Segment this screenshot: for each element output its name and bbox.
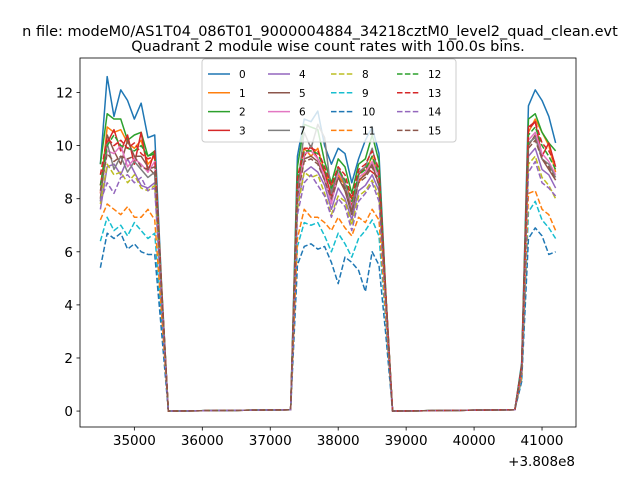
legend-label-12: 12 (428, 69, 441, 81)
x-tick-label-37000: 37000 (249, 433, 292, 449)
legend-label-0: 0 (239, 69, 246, 81)
y-tick-label-12: 12 (56, 86, 73, 102)
legend-frame (201, 58, 457, 143)
y-tick-label-0: 0 (64, 404, 73, 420)
legend-label-2: 2 (239, 107, 246, 119)
legend-label-3: 3 (239, 125, 246, 137)
series-line-15 (99, 139, 557, 412)
series-line-13 (99, 120, 557, 412)
y-tick-label-4: 4 (64, 298, 73, 314)
legend-label-9: 9 (362, 88, 369, 100)
legend-label-4: 4 (299, 69, 306, 81)
x-tick-label-36000: 36000 (181, 433, 224, 449)
legend-label-11: 11 (362, 125, 375, 137)
x-tick-label-41000: 41000 (521, 433, 564, 449)
series-line-11 (99, 189, 557, 412)
legend-label-15: 15 (428, 125, 441, 137)
x-tick-label-35000: 35000 (113, 433, 156, 449)
legend-label-8: 8 (362, 69, 369, 81)
legend-label-6: 6 (299, 107, 306, 119)
legend-label-13: 13 (428, 88, 441, 100)
y-tick-label-10: 10 (56, 139, 73, 155)
x-tick-label-38000: 38000 (317, 433, 360, 449)
x-tick-label-39000: 39000 (385, 433, 428, 449)
legend-label-10: 10 (362, 107, 375, 119)
y-tick-label-6: 6 (64, 245, 73, 261)
suptitle: n file: modeM0/AS1T04_086T01_9000004884_… (22, 24, 618, 40)
legend-label-14: 14 (428, 107, 442, 119)
legend-label-1: 1 (239, 88, 246, 100)
chart-title: Quadrant 2 module wise count rates with … (131, 39, 525, 55)
series-layer (99, 75, 557, 412)
x-tick-label-40000: 40000 (453, 433, 496, 449)
series-line-8 (99, 155, 557, 412)
axis-layer: 35000 36000 37000 38000 39000 40000 41000 0 2 4 6 8… (56, 86, 564, 449)
x-offset-label: +3.808e8 (508, 454, 575, 470)
y-tick-label-2: 2 (64, 351, 73, 367)
legend-label-7: 7 (299, 125, 306, 137)
legend-label-5: 5 (299, 88, 306, 100)
plot-frame (79, 57, 577, 428)
y-tick-label-8: 8 (64, 192, 73, 208)
series-line-10 (99, 227, 556, 412)
